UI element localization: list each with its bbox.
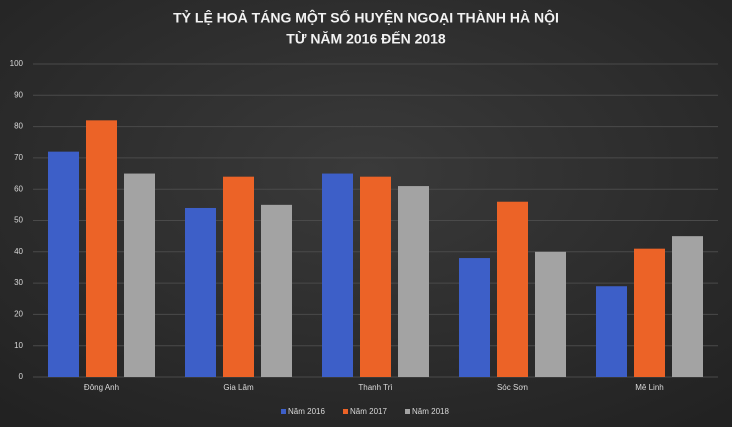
bar bbox=[86, 120, 117, 377]
bar bbox=[634, 248, 665, 377]
legend-swatch bbox=[281, 409, 286, 414]
bar bbox=[360, 176, 391, 377]
y-tick-label: 80 bbox=[14, 122, 23, 131]
bar bbox=[497, 201, 528, 377]
legend-label: Năm 2016 bbox=[288, 407, 325, 416]
legend-label: Năm 2017 bbox=[350, 407, 387, 416]
bar bbox=[124, 173, 155, 377]
y-tick-label: 0 bbox=[19, 372, 24, 381]
x-tick-label: Thanh Trì bbox=[358, 383, 392, 392]
y-tick-label: 70 bbox=[14, 153, 23, 162]
y-tick-label: 60 bbox=[14, 184, 23, 193]
bar bbox=[322, 173, 353, 377]
chart-title: TỪ NĂM 2016 ĐẾN 2018 bbox=[286, 30, 446, 47]
bar bbox=[48, 151, 79, 377]
y-tick-label: 30 bbox=[14, 278, 23, 287]
y-tick-label: 100 bbox=[10, 59, 24, 68]
bar bbox=[672, 236, 703, 377]
y-tick-label: 40 bbox=[14, 247, 23, 256]
legend-swatch bbox=[343, 409, 348, 414]
bar bbox=[535, 251, 566, 377]
bar bbox=[459, 258, 490, 377]
bar bbox=[596, 286, 627, 377]
y-tick-label: 90 bbox=[14, 90, 23, 99]
legend-label: Năm 2018 bbox=[412, 407, 449, 416]
legend-swatch bbox=[405, 409, 410, 414]
bar bbox=[261, 204, 292, 377]
bar bbox=[398, 186, 429, 377]
x-tick-label: Gia Lâm bbox=[223, 383, 254, 392]
chart-title: TỶ LỆ HOẢ TÁNG MỘT SỐ HUYỆN NGOẠI THÀNH … bbox=[173, 9, 559, 26]
y-tick-label: 20 bbox=[14, 310, 23, 319]
x-tick-label: Sóc Sơn bbox=[497, 383, 528, 392]
x-tick-label: Đông Anh bbox=[84, 383, 119, 392]
y-tick-label: 50 bbox=[14, 216, 23, 225]
y-tick-label: 10 bbox=[14, 341, 23, 350]
bar bbox=[223, 176, 254, 377]
x-tick-label: Mê Linh bbox=[635, 383, 663, 392]
bar bbox=[185, 207, 216, 377]
